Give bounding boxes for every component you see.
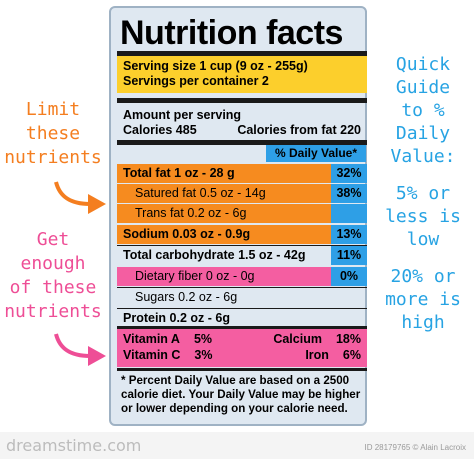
side-text-line: low [406, 229, 440, 250]
protein-divider [117, 326, 367, 329]
pink-arrow-icon [54, 333, 106, 366]
amount-header: Amount per serving [123, 108, 242, 122]
side-text-line: Quick [395, 54, 451, 75]
divider [117, 287, 367, 288]
row-sodium: Sodium 0.03 oz - 0.9g 13% [117, 225, 367, 244]
row-name: Protein 0.2 oz - 6g [123, 311, 230, 325]
title-divider [117, 51, 367, 56]
side-text-line: Guide [395, 77, 451, 98]
vitamin-a-pct: 5% [193, 332, 213, 346]
calories: Calories 485 [123, 123, 197, 137]
side-text-line: these [25, 123, 81, 144]
side-text-line: 5% or [395, 183, 451, 204]
quick-guide-text: Quick Guide to % Daily Value: 5% or less… [372, 53, 474, 334]
row-name: Sugars 0.2 oz - 6g [135, 290, 238, 304]
row-pct: 38% [331, 184, 367, 203]
side-text-line: to % [401, 100, 445, 121]
watermark-id: ID 28179765 © Alain Lacroix [364, 443, 466, 452]
side-text-line: nutrients [4, 147, 102, 168]
row-name: Satured fat 0.5 oz - 14g [135, 186, 266, 200]
serving-info: Serving size 1 cup (9 oz - 255g) Serving… [117, 56, 367, 93]
get-enough-nutrients-text: Get enough of these nutrients [0, 228, 106, 324]
row-saturated-fat: Satured fat 0.5 oz - 14g 38% [117, 184, 367, 203]
divider [117, 308, 367, 309]
vitamin-c-pct: 3% [194, 348, 213, 362]
vitamins-section: Vitamin A 5% Calcium 18% Vitamin C 3% Iron 6… [117, 329, 367, 367]
side-text-line: enough [20, 253, 86, 274]
row-pct [331, 204, 367, 223]
daily-value-header: % Daily Value* [266, 145, 366, 162]
side-text-line: Daily [395, 123, 451, 144]
row-pct: 32% [331, 164, 367, 183]
row-pct: 13% [331, 225, 367, 244]
side-text-line: Get [36, 229, 70, 250]
orange-arrow-icon [54, 181, 106, 214]
spacer [372, 168, 474, 182]
side-text-line: Value: [390, 146, 456, 167]
side-text-line: less is [385, 206, 461, 227]
calcium-pct: 18% [335, 332, 361, 346]
row-name: Sodium 0.03 oz - 0.9g [123, 227, 251, 241]
side-text-line: more is [385, 289, 461, 310]
row-total-fat: Total fat 1 oz - 28 g 32% [117, 164, 367, 183]
side-text-line: 20% or [390, 266, 456, 287]
vitamin-c-label: Vitamin C [123, 348, 181, 362]
row-name: Dietary fiber 0 oz - 0g [135, 269, 255, 283]
spacer [372, 251, 474, 265]
amount-divider [117, 140, 367, 145]
row-pct: 11% [331, 246, 367, 265]
side-text-line: high [401, 312, 445, 333]
row-protein: Protein 0.2 oz - 6g [117, 309, 367, 328]
row-name: Total fat 1 oz - 28 g [123, 166, 235, 180]
iron-pct: 6% [342, 348, 361, 362]
watermark-bar [0, 432, 474, 459]
side-text-line: of these [9, 277, 97, 298]
side-text-line: nutrients [4, 301, 102, 322]
limit-nutrients-text: Limit these nutrients [0, 98, 106, 170]
divider [117, 245, 367, 246]
serving-divider [117, 98, 367, 103]
iron-label: Iron [305, 348, 329, 362]
calories-from-fat: Calories from fat 220 [237, 123, 361, 137]
watermark-logo: dreamstime.com [6, 436, 142, 455]
servings-per-container: Servings per container 2 [123, 74, 269, 88]
row-trans-fat: Trans fat 0.2 oz - 6g [117, 204, 367, 223]
row-name: Total carbohydrate 1.5 oz - 42g [123, 248, 306, 262]
label-title: Nutrition facts [120, 14, 343, 52]
footnote: * Percent Daily Value are based on a 250… [121, 374, 361, 415]
row-dietary-fiber: Dietary fiber 0 oz - 0g 0% [117, 267, 367, 286]
vitamins-divider [117, 368, 367, 371]
row-name: Trans fat 0.2 oz - 6g [135, 206, 247, 220]
vitamin-a-label: Vitamin A [123, 332, 180, 346]
row-pct: 0% [331, 267, 367, 286]
serving-size: Serving size 1 cup (9 oz - 255g) [123, 59, 308, 73]
amount-section: Amount per serving Calories 485 Calories… [117, 106, 367, 140]
row-total-carbohydrate: Total carbohydrate 1.5 oz - 42g 11% [117, 246, 367, 265]
calcium-label: Calcium [273, 332, 322, 346]
side-text-line: Limit [25, 99, 81, 120]
row-sugars: Sugars 0.2 oz - 6g [117, 288, 367, 307]
